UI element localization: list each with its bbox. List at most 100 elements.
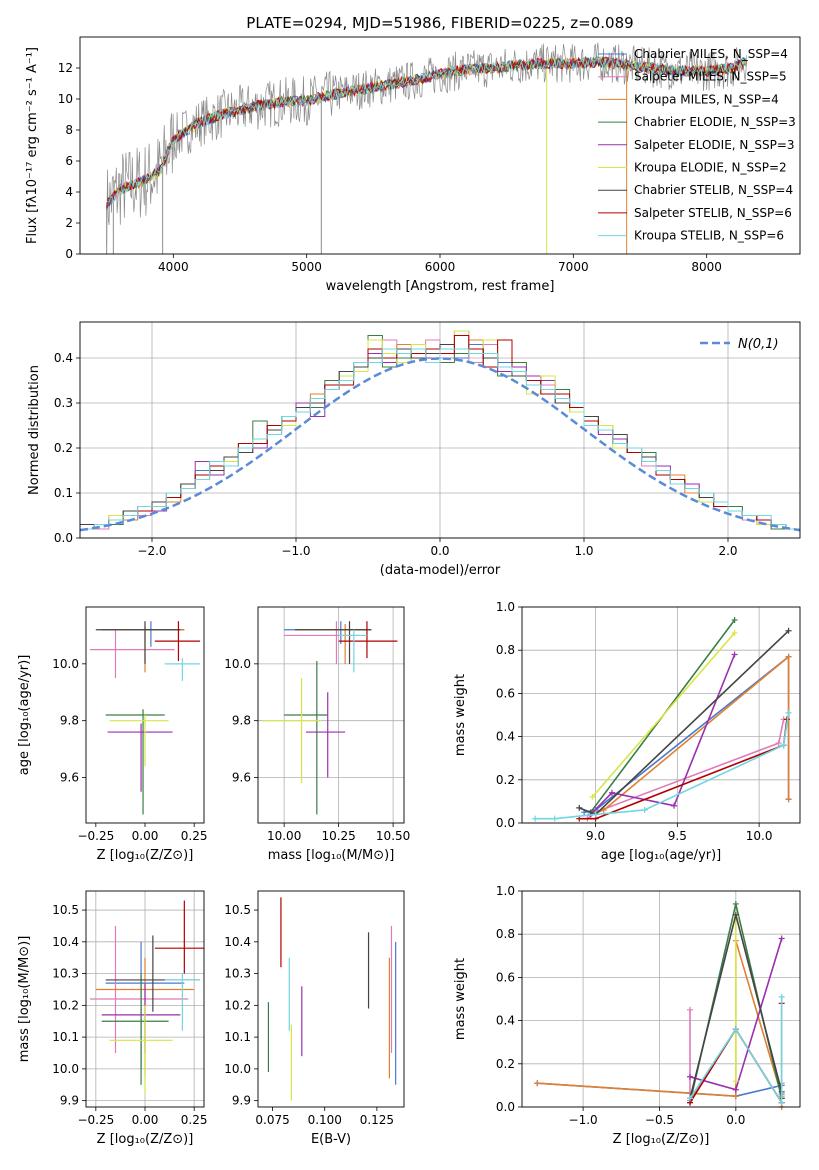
y-tick-label: 0.4 [496,730,515,744]
x-tick-label: 7000 [558,260,589,274]
model-spectrum [106,55,748,203]
normal-curve [80,357,800,532]
y-tick-label: 1.0 [496,884,515,898]
x-tick-label: −0.25 [77,829,114,843]
y-tick-label: 9.6 [232,771,251,785]
y-tick-label: 2 [65,216,73,230]
axes-frame [85,606,205,824]
data-point [785,796,792,803]
legend-label: Chabrier ELODIE, N_SSP=3 [634,115,796,129]
legend-label: Salpeter STELIB, N_SSP=6 [634,206,792,220]
y-tick-label: 10.1 [52,1030,79,1044]
y-tick-label: 10.0 [52,657,79,671]
x-tick-label: 0.075 [255,1113,289,1127]
y-tick-label: 9.9 [60,1094,79,1108]
y-tick-label: 0 [65,247,73,261]
y-tick-label: 1.0 [496,600,515,614]
data-point [731,629,738,636]
y-tick-label: 10.2 [224,998,251,1012]
data-point [780,742,787,749]
data-point [785,627,792,634]
x-tick-label: −0.5 [645,1113,674,1127]
weight-series [590,654,736,815]
x-tick-label: 0.100 [308,1113,342,1127]
legend-label: Chabrier STELIB, N_SSP=4 [634,183,793,197]
y-tick-label: 10.0 [224,1062,251,1076]
y-tick-label: 0.8 [496,643,515,657]
histogram-series [80,348,800,530]
legend-label: N(0,1) [738,337,779,352]
panel-residual-histogram: −2.0 −1.0 0.0 1.0 2.0 0.0 0.1 0.2 0.3 0.4 (data-mo… [27,321,801,578]
y-tick-label: 12 [58,61,73,75]
data-point [592,811,599,818]
data-point [534,1080,541,1087]
axes-frame [521,606,801,824]
y-tick-label: 0.6 [496,686,515,700]
x-tick-label: 0.00 [132,1113,159,1127]
data-point [576,804,583,811]
weight-series [689,996,783,1106]
x-tick-label: 10.25 [321,829,355,843]
y-axis-label: age [log₁₀(age/yr)] [17,655,32,776]
y-tick-label: 0.6 [496,970,515,984]
x-tick-label: 4000 [158,260,189,274]
data-point [551,815,558,822]
axes-frame [257,890,405,1108]
y-tick-label: 0.4 [54,351,73,365]
axes-frame [79,36,801,255]
weight-series [535,712,790,820]
data-point [732,1078,739,1085]
axes-frame [257,606,405,824]
data-point [732,1026,739,1033]
data-point [600,807,607,814]
y-tick-label: 0.2 [496,773,515,787]
panel-mass-weight-vs-Z: −1.0 −0.5 0.0 0.0 0.2 0.4 0.6 0.8 1.0 Z [log₁₀(Z/… [453,884,801,1147]
data-point [778,993,785,1000]
data-point [687,1095,694,1102]
data-point [671,802,678,809]
x-tick-label: 6000 [425,260,456,274]
data-point [589,794,596,801]
x-tick-label: 0.25 [181,829,208,843]
y-tick-label: 0.0 [496,1100,515,1114]
x-tick-label: 5000 [291,260,322,274]
data-point [731,651,738,658]
data-point [785,709,792,716]
y-tick-label: 0.2 [496,1057,515,1071]
x-axis-label: (data-model)/error [380,563,501,578]
axes-frame [521,890,801,1108]
data-point [775,740,782,747]
data-point [778,1099,785,1106]
data-point [532,815,539,822]
x-tick-label: 9.0 [586,829,605,843]
legend-label: Salpeter ELODIE, N_SSP=3 [634,138,795,152]
x-tick-label: 0.0 [430,544,449,558]
y-tick-label: 9.8 [232,714,251,728]
x-tick-label: 0.25 [181,1113,208,1127]
x-tick-label: 0.0 [726,1113,745,1127]
x-tick-label: −1.0 [569,1113,598,1127]
x-axis-label: Z [log₁₀(Z/Z⊙)] [613,1132,710,1147]
x-tick-label: 10.50 [376,829,410,843]
y-tick-label: 10 [58,92,73,106]
x-axis-label: Z [log₁₀(Z/Z⊙)] [97,848,194,863]
y-tick-label: 8 [65,123,73,137]
x-tick-label: 10.00 [267,829,301,843]
x-tick-label: 8000 [691,260,722,274]
y-tick-label: 10.0 [52,1062,79,1076]
y-tick-label: 10.1 [224,1030,251,1044]
y-axis-label: mass weight [453,958,468,1040]
y-tick-label: 10.4 [52,935,79,949]
y-tick-label: 4 [65,185,73,199]
weight-series [591,632,736,798]
x-tick-label: 10.0 [746,829,773,843]
panel-mass-vs-Z: −0.25 0.00 0.25 9.9 10.0 10.1 10.2 10.3 10.4 10.5… [17,890,208,1147]
data-point [641,807,648,814]
x-tick-label: 0.125 [360,1113,394,1127]
x-tick-label: 2.0 [718,544,737,558]
data-point [687,1006,694,1013]
panel-age-vs-mass: 10.00 10.25 10.50 9.6 9.8 10.0 mass [log₁₀(M/M… [224,606,410,863]
y-axis-label: mass [log₁₀(M/M⊙)] [17,936,32,1063]
panel-mass-vs-EBV: 0.075 0.100 0.125 9.9 10.0 10.1 10.2 10.3 10.4 10… [224,890,405,1147]
